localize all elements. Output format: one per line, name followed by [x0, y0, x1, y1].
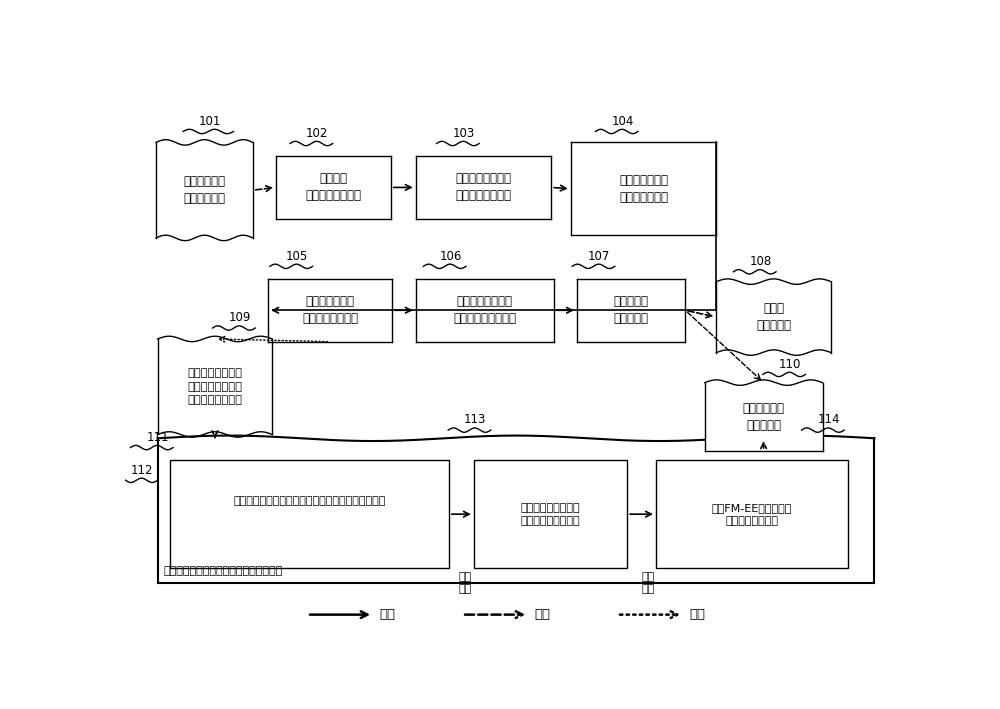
Text: 109: 109 — [229, 311, 251, 324]
Text: 赋权有向超图
的划分文件: 赋权有向超图 的划分文件 — [743, 402, 785, 432]
Bar — [571, 143, 716, 235]
Text: 108: 108 — [749, 255, 772, 268]
Bar — [716, 281, 831, 352]
Text: 输出: 输出 — [689, 608, 705, 621]
Bar — [268, 279, 392, 342]
Text: 103: 103 — [453, 127, 475, 140]
Text: 过程: 过程 — [379, 608, 395, 621]
Bar — [416, 156, 551, 219]
Text: 用户任务按照进程
粒度级别进行分解: 用户任务按照进程 粒度级别进行分解 — [455, 172, 511, 203]
Text: 107: 107 — [588, 250, 610, 262]
Bar — [158, 339, 272, 435]
Text: 用户进程级任务
的资源特性分析: 用户进程级任务 的资源特性分析 — [619, 174, 668, 203]
Bar — [276, 156, 391, 219]
Text: 划分
阶段: 划分 阶段 — [459, 572, 472, 593]
Bar — [474, 460, 627, 568]
Text: 111: 111 — [146, 431, 169, 444]
Text: 110: 110 — [779, 357, 801, 371]
Text: 构造基于赋权有向
超图划分的任务子集: 构造基于赋权有向 超图划分的任务子集 — [453, 295, 516, 325]
Text: 113: 113 — [464, 413, 486, 426]
Text: 用户任务的赋权
有向超图模型构造: 用户任务的赋权 有向超图模型构造 — [302, 295, 358, 325]
Bar — [416, 279, 554, 342]
Text: 基于FM-EE方法的赋权
有向超图划分程序: 基于FM-EE方法的赋权 有向超图划分程序 — [712, 503, 792, 526]
Text: 101: 101 — [199, 115, 221, 128]
Text: 114: 114 — [817, 413, 840, 426]
Bar — [705, 383, 823, 451]
Text: 按照改进压缩的文
件存储格式保存为
赋权有向超图文件: 按照改进压缩的文 件存储格式保存为 赋权有向超图文件 — [187, 369, 242, 405]
Text: 104: 104 — [611, 115, 634, 128]
Text: 112: 112 — [131, 464, 153, 476]
Bar — [156, 143, 253, 238]
Text: 云计算环境中
用户提交任务: 云计算环境中 用户提交任务 — [183, 175, 225, 205]
Text: 基于元胞自动机的赋权有向超图划分程序: 基于元胞自动机的赋权有向超图划分程序 — [164, 566, 283, 576]
Bar — [577, 279, 685, 342]
Text: 平衡
阶段: 平衡 阶段 — [641, 572, 654, 593]
Bar — [158, 438, 874, 583]
Text: 105: 105 — [286, 250, 308, 262]
Text: 基于元胞自动机的内存压缩存储格式的赋权有向超图: 基于元胞自动机的内存压缩存储格式的赋权有向超图 — [233, 496, 386, 506]
Text: 用户任务
类型和类度的分析: 用户任务 类型和类度的分析 — [305, 172, 361, 203]
Text: 输入: 输入 — [534, 608, 550, 621]
Text: 任务的
提交与执行: 任务的 提交与执行 — [756, 302, 791, 332]
Text: 任务子集的
映射与调度: 任务子集的 映射与调度 — [614, 295, 649, 325]
Text: 基于元胞自动机的赋
权有向超图划分程序: 基于元胞自动机的赋 权有向超图划分程序 — [521, 503, 580, 526]
Text: 102: 102 — [306, 127, 328, 140]
Text: 106: 106 — [439, 250, 462, 262]
Bar — [656, 460, 848, 568]
Bar — [170, 460, 449, 568]
